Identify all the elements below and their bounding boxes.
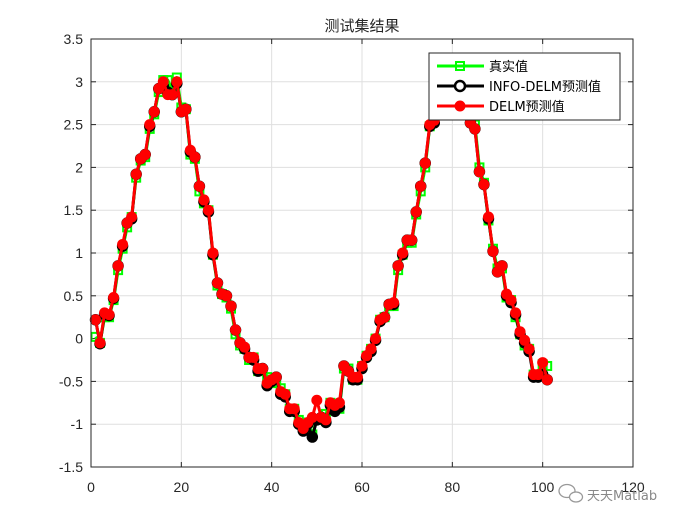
data-point	[144, 119, 156, 131]
legend: 真实值 INFO-DELM预测值 DELM预测值	[428, 52, 621, 121]
data-point	[415, 180, 427, 192]
y-tick-label: 1	[75, 245, 83, 261]
data-point	[532, 369, 544, 381]
y-tick-label: 3.5	[64, 31, 84, 47]
legend-entry-1: 真实值	[437, 59, 528, 75]
data-point	[306, 411, 318, 423]
watermark: 天天Matlab	[558, 483, 657, 504]
legend-label-1: 真实值	[489, 59, 528, 75]
data-point	[482, 211, 494, 223]
data-point	[257, 363, 269, 375]
data-point	[198, 194, 210, 206]
data-point	[311, 394, 323, 406]
data-point	[248, 351, 260, 363]
data-point	[207, 247, 219, 259]
x-tick-label: 20	[174, 479, 190, 495]
legend-filled-marker	[454, 100, 466, 112]
data-point	[108, 292, 120, 304]
series-delm	[90, 76, 553, 434]
data-point	[239, 341, 251, 353]
y-tick-label: 0	[75, 331, 83, 347]
y-tick-label: -1.5	[59, 459, 83, 475]
series-group	[89, 72, 553, 443]
data-point	[202, 204, 214, 216]
data-point	[193, 180, 205, 192]
data-point	[370, 333, 382, 345]
y-tick-label: 1.5	[64, 202, 84, 218]
y-tick-label: 3	[75, 74, 83, 90]
data-point	[406, 234, 418, 246]
data-point	[478, 179, 490, 191]
data-point	[388, 297, 400, 309]
y-tick-label: 0.5	[64, 288, 84, 304]
data-point	[365, 343, 377, 355]
data-point	[514, 326, 526, 338]
data-point	[510, 307, 522, 319]
data-point	[306, 431, 319, 443]
x-tick-label: 40	[264, 479, 280, 495]
data-point	[139, 149, 151, 161]
data-point	[496, 260, 508, 272]
chart-title: 测试集结果	[324, 17, 399, 35]
data-point	[288, 403, 300, 415]
data-point	[519, 334, 531, 346]
data-point	[487, 245, 499, 257]
data-point	[392, 260, 404, 272]
data-point	[94, 337, 106, 349]
legend-entry-2: INFO-DELM预测值	[437, 79, 601, 95]
data-point	[320, 414, 332, 426]
wechat-icon	[558, 483, 584, 503]
data-point	[130, 168, 142, 180]
data-point	[279, 388, 291, 400]
y-tick-label: -0.5	[59, 373, 83, 389]
y-tick-label: 2	[75, 159, 83, 175]
data-point	[523, 343, 535, 355]
x-tick-label: 60	[354, 479, 370, 495]
data-point	[397, 247, 409, 259]
data-point	[225, 300, 237, 312]
data-point	[230, 324, 242, 336]
data-point	[180, 103, 192, 115]
legend-circle-marker	[453, 79, 467, 93]
data-point	[419, 157, 431, 169]
data-point	[166, 89, 178, 101]
data-point	[90, 314, 102, 326]
data-point	[103, 309, 115, 321]
plot-frame	[90, 38, 634, 468]
data-point	[112, 260, 124, 272]
data-point	[189, 151, 201, 163]
data-point	[117, 238, 129, 250]
data-point	[473, 166, 485, 178]
data-point	[410, 206, 422, 218]
data-point	[171, 76, 183, 88]
data-point	[126, 211, 138, 223]
data-point	[157, 76, 169, 88]
data-point	[148, 106, 160, 118]
x-tick-label: 100	[531, 479, 555, 495]
data-point	[351, 371, 363, 383]
data-point	[211, 277, 223, 289]
legend-label-3: DELM预测值	[489, 99, 565, 115]
data-point	[270, 371, 282, 383]
data-point	[505, 294, 517, 306]
legend-label-2: INFO-DELM预测值	[489, 79, 601, 95]
data-point	[333, 397, 345, 409]
legend-entry-3: DELM预测值	[437, 99, 565, 115]
legend-square-marker	[455, 61, 465, 71]
data-point	[221, 290, 232, 302]
x-tick-label: 120	[621, 479, 645, 495]
x-tick-label: 80	[445, 479, 461, 495]
y-tick-label: 2.5	[64, 117, 84, 133]
data-point	[379, 311, 391, 323]
data-point	[541, 374, 553, 386]
y-tick-labels: -1.5 -1 -0.5 0 0.5 1 1.5 2 2.5 3 3.5	[59, 31, 83, 475]
x-tick-labels: 0 20 40 60 80 100 120	[87, 479, 645, 495]
data-point	[537, 357, 549, 369]
x-tick-label: 0	[87, 479, 95, 495]
data-point	[469, 123, 481, 135]
y-tick-label: -1	[71, 416, 84, 432]
watermark-text: 天天Matlab	[587, 489, 657, 504]
data-point	[356, 360, 368, 372]
